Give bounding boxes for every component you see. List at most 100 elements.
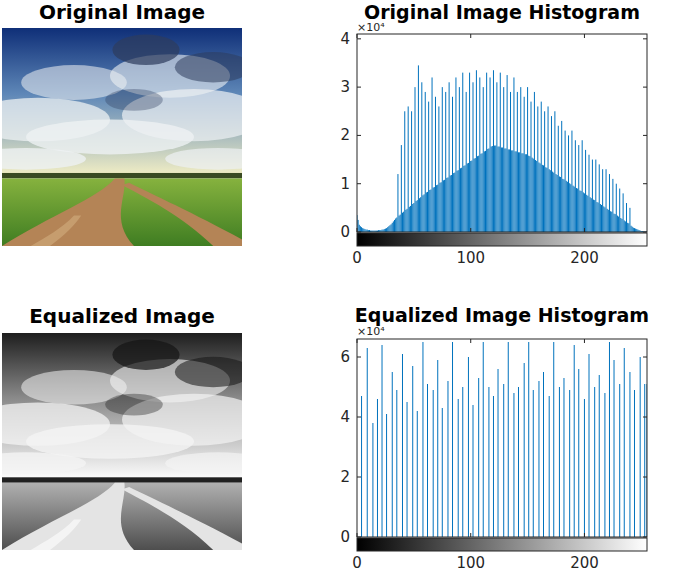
cloud — [105, 89, 163, 111]
plot-background — [357, 34, 647, 232]
field — [2, 178, 242, 246]
stem — [437, 360, 438, 537]
stem — [471, 161, 472, 232]
stem — [513, 77, 514, 232]
image-title: Equalized Image — [29, 304, 215, 328]
stem — [578, 145, 579, 232]
stem — [490, 77, 491, 232]
stem — [437, 185, 438, 232]
stem — [493, 70, 494, 232]
stem — [569, 183, 570, 232]
stem — [546, 168, 547, 232]
chart-title: Equalized Image Histogram — [355, 304, 649, 326]
y-tick-label: 4 — [340, 30, 350, 48]
stem — [363, 229, 364, 232]
y-tick — [357, 477, 361, 478]
stem — [487, 149, 488, 232]
stem — [407, 402, 408, 537]
stem — [428, 102, 429, 232]
stem — [523, 153, 524, 232]
y-tick — [643, 183, 647, 184]
stem — [612, 179, 613, 232]
x-tick — [584, 34, 585, 38]
stem — [419, 198, 420, 232]
stem — [391, 224, 392, 232]
photo — [2, 28, 242, 246]
stem — [586, 195, 587, 232]
stem — [418, 65, 419, 232]
stem — [500, 73, 501, 232]
stem — [628, 223, 629, 232]
stem — [606, 169, 607, 232]
stem — [568, 135, 569, 232]
stem — [453, 173, 454, 232]
gray-colorbar — [357, 233, 647, 246]
stem — [478, 156, 479, 232]
stem — [442, 87, 443, 232]
y-tick-label: 2 — [340, 468, 350, 486]
stem — [468, 357, 469, 537]
stem — [513, 393, 514, 537]
stem — [389, 225, 390, 232]
stem — [399, 216, 400, 232]
stem — [358, 220, 359, 232]
stem — [640, 357, 641, 537]
stem — [477, 156, 478, 232]
dirt-path — [2, 178, 134, 246]
stem — [455, 77, 456, 232]
y-tick-label: 1 — [340, 175, 350, 193]
y-tick — [643, 477, 647, 478]
stem — [565, 131, 566, 232]
stem — [601, 205, 602, 232]
stem — [633, 228, 634, 232]
figure: Original ImageEqualized Image01234010020… — [0, 0, 673, 572]
tree-line — [2, 477, 242, 482]
stem — [554, 111, 555, 232]
stem — [524, 97, 525, 232]
stem — [387, 227, 388, 232]
stem — [470, 161, 471, 232]
stem — [507, 75, 508, 232]
x-tick-label: 0 — [352, 249, 362, 267]
y-tick — [357, 537, 361, 538]
stem — [620, 218, 621, 232]
stem — [405, 210, 406, 232]
stem — [427, 384, 428, 537]
stem — [458, 170, 459, 232]
x-tick — [584, 533, 585, 537]
stem — [602, 169, 603, 232]
stem — [498, 147, 499, 232]
stem — [367, 348, 368, 537]
stem — [529, 156, 530, 232]
stem — [361, 396, 362, 537]
dirt-path-branch — [122, 183, 242, 246]
stem — [582, 140, 583, 232]
stem — [451, 175, 452, 232]
stem — [517, 92, 518, 232]
stem — [526, 154, 527, 232]
y-tick-label: 2 — [340, 126, 350, 144]
stem — [556, 174, 557, 232]
image-title: Original Image — [39, 0, 205, 24]
gray-colorbar — [357, 538, 647, 551]
y-tick — [357, 183, 361, 184]
stem — [430, 190, 431, 232]
stem — [438, 106, 439, 232]
stem — [504, 148, 505, 232]
stem — [402, 354, 403, 537]
stem — [422, 195, 423, 232]
stem — [581, 191, 582, 232]
stem — [634, 228, 635, 232]
stem — [583, 192, 584, 232]
stem — [510, 92, 511, 232]
stem — [592, 160, 593, 232]
stem — [521, 153, 522, 232]
stem — [445, 92, 446, 232]
stem — [621, 219, 622, 232]
stem — [496, 82, 497, 232]
stem — [559, 387, 560, 537]
stem — [584, 399, 585, 537]
stem — [491, 147, 492, 232]
cloud — [112, 340, 179, 370]
stem — [525, 154, 526, 232]
